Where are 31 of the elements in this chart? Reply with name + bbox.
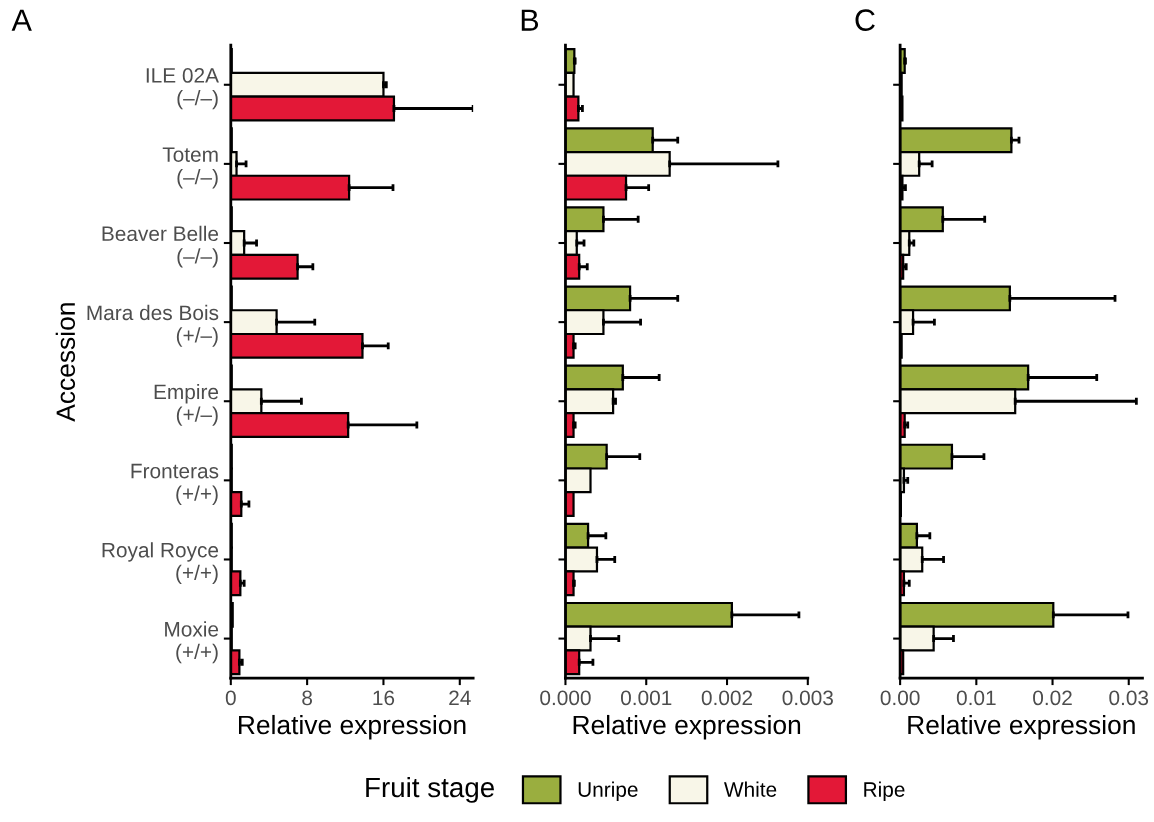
y-axis-title: Accession bbox=[55, 303, 76, 422]
x-axis-title: Relative expression bbox=[573, 714, 801, 740]
y-tick-label: Moxie (+/+) bbox=[165, 621, 219, 664]
y-tick-label: Royal Royce (+/+) bbox=[102, 542, 219, 585]
legend-label: White bbox=[724, 781, 777, 797]
chart-title: C bbox=[855, 9, 875, 31]
y-tick-label: ILE 02A (–/–) bbox=[146, 68, 219, 110]
x-tick-label: 0.02 bbox=[1033, 690, 1072, 706]
y-tick-label: Beaver Belle (–/–) bbox=[102, 225, 219, 268]
y-tick-label: Fronteras (+/+) bbox=[131, 463, 219, 505]
x-tick-label: 0.000 bbox=[540, 690, 591, 706]
x-axis-title: Relative expression bbox=[239, 714, 466, 740]
x-tick-label: 0.001 bbox=[620, 690, 672, 706]
x-tick-label: 0.01 bbox=[956, 690, 996, 706]
x-tick-label: 0.003 bbox=[782, 690, 833, 706]
legend-title: Fruit stage bbox=[366, 776, 494, 803]
x-axis-title: Relative expression bbox=[908, 714, 1135, 740]
x-tick-label: 24 bbox=[449, 690, 471, 706]
legend-label: Ripe bbox=[864, 781, 905, 802]
y-tick-label: Totem (–/–) bbox=[162, 147, 218, 189]
x-tick-label: 16 bbox=[373, 690, 395, 706]
y-tick-label: Empire (+/–) bbox=[154, 383, 219, 426]
chart-title: B bbox=[521, 9, 539, 31]
chart-title: A bbox=[11, 9, 32, 31]
x-tick-label: 0.002 bbox=[701, 690, 753, 706]
x-tick-label: 0 bbox=[225, 690, 236, 706]
legend-label: Unripe bbox=[578, 781, 638, 802]
y-tick-label: Mara des Bois (+/–) bbox=[87, 304, 219, 347]
x-tick-label: 0.03 bbox=[1109, 690, 1149, 706]
x-tick-label: 0.00 bbox=[880, 690, 920, 706]
x-tick-label: 8 bbox=[302, 690, 313, 706]
